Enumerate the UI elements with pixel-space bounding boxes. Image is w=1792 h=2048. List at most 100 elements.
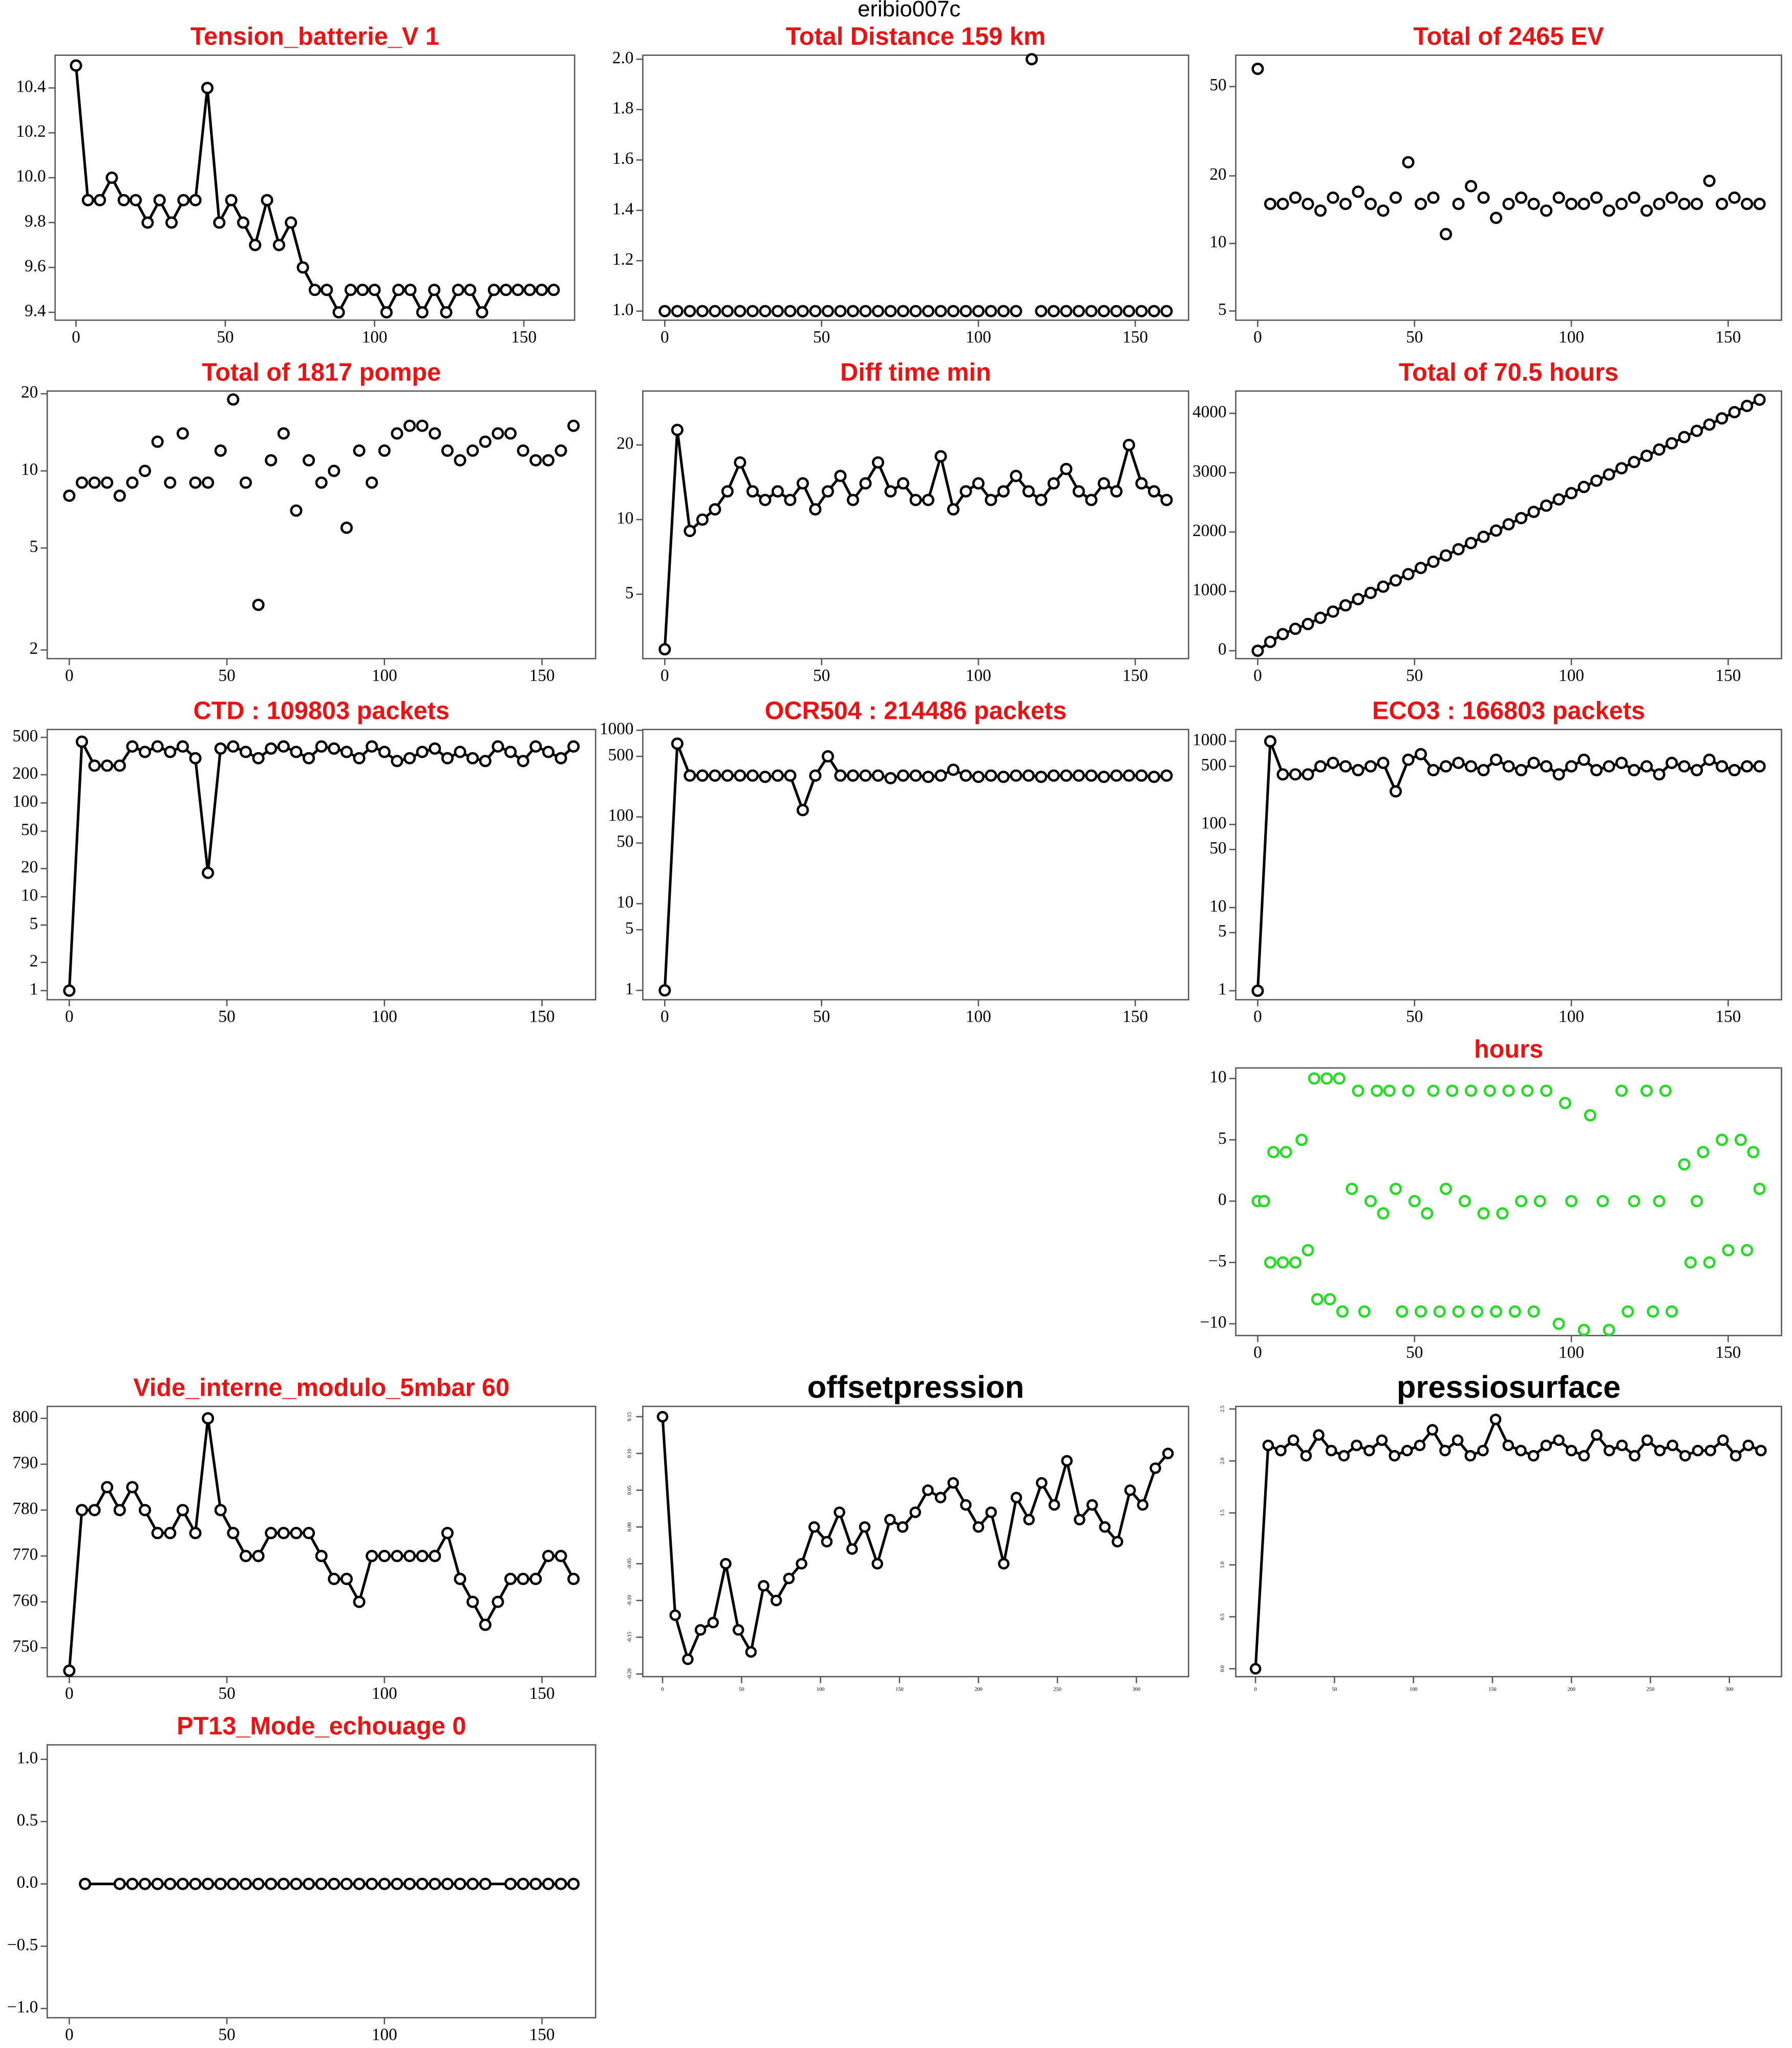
point xyxy=(1327,191,1339,204)
point xyxy=(227,1527,240,1540)
point xyxy=(63,984,76,997)
point xyxy=(139,464,152,477)
y-tick-label: -0.05 xyxy=(627,1558,632,1569)
point xyxy=(1352,185,1364,198)
x-tick-label: 0 xyxy=(1253,1343,1262,1362)
point xyxy=(1527,756,1540,770)
point xyxy=(1628,1194,1640,1208)
point xyxy=(340,745,353,758)
x-tick-label: 200 xyxy=(974,1687,982,1693)
point xyxy=(746,485,759,498)
point xyxy=(517,1878,529,1890)
point xyxy=(63,489,76,502)
point xyxy=(821,1535,833,1548)
y-tick-label: 1.0 xyxy=(17,1748,38,1767)
point xyxy=(391,1549,403,1563)
point xyxy=(1452,1305,1465,1318)
point xyxy=(214,742,227,755)
series-line xyxy=(74,65,554,315)
point xyxy=(684,305,696,317)
x-tick-label: 50 xyxy=(739,1687,744,1693)
point xyxy=(1122,305,1136,317)
point xyxy=(707,1616,719,1629)
point xyxy=(1747,1146,1760,1159)
point xyxy=(261,194,273,206)
x-tick-label: 0 xyxy=(1254,1687,1257,1693)
x-tick-label: 0 xyxy=(660,666,669,685)
point xyxy=(70,59,82,72)
y-tick-label: 5 xyxy=(625,919,634,938)
chart-title: offsetpression xyxy=(807,1370,1025,1405)
point xyxy=(1433,1305,1446,1318)
point xyxy=(479,1878,492,1890)
y-tick-label: 0.15 xyxy=(627,1412,632,1421)
point xyxy=(1452,756,1465,770)
point xyxy=(176,740,189,753)
point xyxy=(81,194,94,206)
point xyxy=(1452,198,1465,210)
point xyxy=(1691,764,1703,777)
y-tick-label: 780 xyxy=(12,1499,38,1518)
point xyxy=(328,742,340,755)
x-tick-label: 100 xyxy=(966,666,991,685)
point xyxy=(504,745,517,758)
x-tick-label: 100 xyxy=(372,1007,397,1026)
point xyxy=(1022,485,1035,498)
point xyxy=(429,742,441,755)
point xyxy=(1527,505,1540,518)
point xyxy=(239,1878,252,1890)
point xyxy=(290,1878,303,1890)
point xyxy=(466,1595,479,1608)
point xyxy=(239,476,252,489)
point xyxy=(479,435,492,448)
point xyxy=(1135,477,1148,490)
point xyxy=(214,1504,227,1517)
y-tick-label: 50 xyxy=(616,832,633,851)
point xyxy=(796,305,809,317)
point xyxy=(403,752,416,764)
point xyxy=(947,1477,959,1489)
point xyxy=(1402,156,1415,168)
point xyxy=(176,427,189,440)
point xyxy=(656,1411,669,1423)
point xyxy=(1289,768,1302,781)
point xyxy=(1389,1182,1402,1196)
point xyxy=(1490,753,1503,766)
point xyxy=(466,752,479,764)
point xyxy=(403,1549,416,1563)
y-tick-label: 2.0 xyxy=(1220,1458,1226,1464)
point xyxy=(871,769,884,782)
point xyxy=(972,771,985,783)
x-tick-label: 50 xyxy=(1406,328,1423,347)
point xyxy=(1465,537,1478,549)
point xyxy=(1302,198,1314,210)
point xyxy=(1741,198,1754,210)
point xyxy=(1275,1444,1287,1457)
y-tick-label: 20 xyxy=(21,383,38,402)
point xyxy=(225,194,238,206)
point xyxy=(1074,1513,1085,1526)
point xyxy=(452,284,464,296)
point xyxy=(328,464,340,477)
point xyxy=(117,194,130,206)
point xyxy=(1289,191,1302,204)
point xyxy=(1302,768,1314,781)
point xyxy=(567,419,580,432)
y-tick-label: 790 xyxy=(12,1453,38,1472)
point xyxy=(1314,611,1327,624)
point xyxy=(1276,1256,1289,1269)
point xyxy=(671,305,684,317)
point xyxy=(846,1543,858,1555)
point xyxy=(1615,756,1628,770)
point xyxy=(523,284,536,296)
point xyxy=(1314,760,1327,773)
y-tick-label: −1.0 xyxy=(7,1998,38,2017)
point xyxy=(554,752,567,764)
point xyxy=(1515,191,1528,204)
point xyxy=(492,1595,504,1608)
y-tick-label: 0.0 xyxy=(1220,1666,1226,1672)
point xyxy=(1565,198,1578,210)
point xyxy=(202,1412,215,1425)
point xyxy=(454,454,466,467)
